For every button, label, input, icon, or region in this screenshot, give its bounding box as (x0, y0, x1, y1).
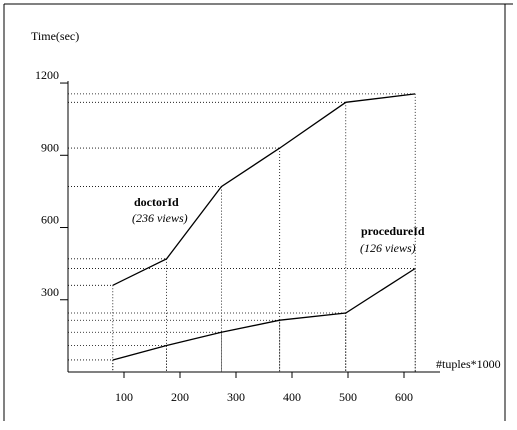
y-tick-label-300: 300 (41, 285, 59, 299)
x-tick-label-600: 600 (395, 390, 413, 404)
series-group (112, 93, 416, 361)
x-tick-label-200: 200 (171, 390, 189, 404)
y-axis-title: Time(sec) (31, 29, 79, 43)
y-ticks: 300 600 900 1200 (35, 68, 68, 301)
x-ticks: 100 200 300 400 500 600 (115, 372, 413, 404)
procedureid-views-label: (126 views) (360, 241, 416, 255)
y-tick-label-1200: 1200 (35, 68, 59, 82)
x-tick-label-100: 100 (115, 390, 133, 404)
doctorid-views-label: (236 views) (132, 211, 188, 225)
x-tick-label-300: 300 (227, 390, 245, 404)
x-tick-label-400: 400 (283, 390, 301, 404)
guide-lines (68, 93, 416, 372)
x-tick-label-500: 500 (339, 390, 357, 404)
procedureid-label: procedureId (361, 224, 425, 238)
x-axis-title: #tuples*1000 (436, 357, 501, 371)
y-tick-label-600: 600 (41, 213, 59, 227)
doctorid-series-line (112, 93, 416, 286)
doctorid-label: doctorId (134, 195, 179, 209)
procedureid-series-line (112, 267, 416, 361)
y-tick-label-900: 900 (41, 140, 59, 154)
